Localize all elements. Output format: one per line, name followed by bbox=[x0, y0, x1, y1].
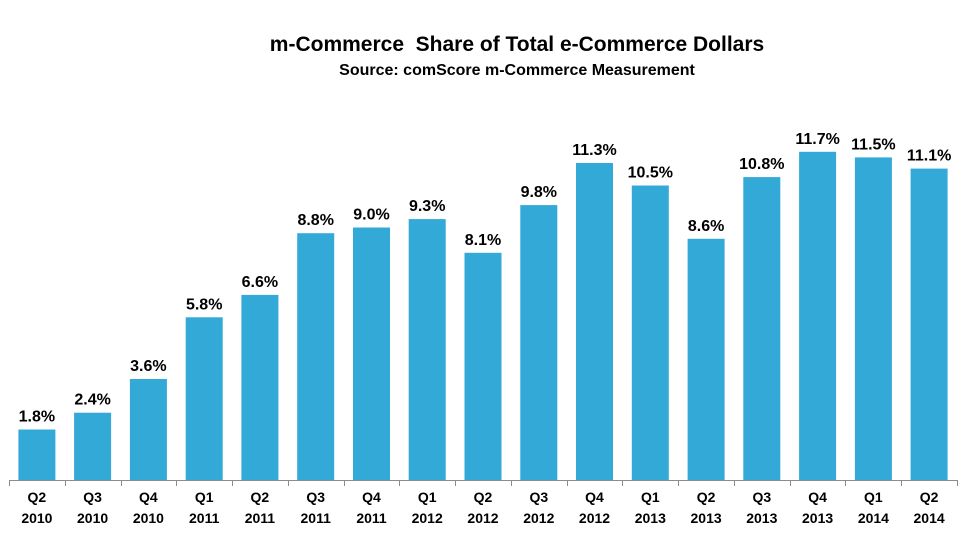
data-labels-layer: 1.8% 2.4% 3.6% 5.8% 6.6% 8.8% 9.0% 9.3% 8.1% 9.8%… bbox=[19, 131, 952, 426]
x-tick-label-year: 2014 bbox=[858, 510, 889, 526]
x-tick-label-quarter: Q2 bbox=[697, 489, 716, 505]
chart-title: m-Commerce Share of Total e-Commerce Dol… bbox=[270, 33, 764, 56]
bar-data-label: 11.1% bbox=[907, 148, 951, 165]
bar-data-label: 2.4% bbox=[74, 392, 110, 409]
x-tick-label-year: 2011 bbox=[356, 510, 387, 526]
x-tick-label-quarter: Q1 bbox=[641, 489, 660, 505]
bar bbox=[129, 379, 167, 480]
bar bbox=[576, 163, 613, 480]
x-tick-label-year: 2012 bbox=[523, 510, 554, 526]
bar-data-label: 8.8% bbox=[297, 212, 333, 229]
bar bbox=[185, 317, 223, 480]
x-tick-label-quarter: Q2 bbox=[920, 489, 939, 505]
x-tick-label-quarter: Q3 bbox=[752, 489, 771, 505]
x-tick-label-quarter: Q4 bbox=[139, 489, 158, 505]
x-tick-label-year: 2013 bbox=[691, 510, 722, 526]
x-tick-label-quarter: Q1 bbox=[864, 489, 883, 505]
x-tick-label-year: 2011 bbox=[245, 510, 276, 526]
bar-data-label: 11.5% bbox=[851, 136, 895, 153]
bar-data-label: 10.5% bbox=[628, 165, 673, 182]
bar-data-label: 1.8% bbox=[19, 409, 55, 426]
x-tick-label-quarter: Q3 bbox=[306, 489, 325, 505]
x-tick-label-year: 2012 bbox=[412, 510, 443, 526]
bar-data-label: 9.3% bbox=[409, 198, 445, 215]
bar bbox=[353, 227, 390, 480]
x-axis: Q2 2010 Q3 2010 Q4 2010 Q1 2011 Q2 2011 Q3 2011 Q4 20… bbox=[9, 480, 958, 526]
x-tick-label-year: 2013 bbox=[802, 510, 833, 526]
bar bbox=[743, 177, 781, 480]
x-tick-label-quarter: Q2 bbox=[474, 489, 493, 505]
x-tick-label-quarter: Q1 bbox=[195, 489, 214, 505]
x-tick-label-year: 2010 bbox=[77, 510, 108, 526]
bar-data-label: 5.8% bbox=[186, 296, 222, 313]
x-tick-label-quarter: Q4 bbox=[362, 489, 381, 505]
bar bbox=[74, 412, 112, 480]
bar bbox=[687, 238, 725, 480]
bar bbox=[241, 294, 279, 480]
bar bbox=[520, 205, 558, 480]
bar-data-label: 9.0% bbox=[353, 207, 389, 224]
bar-data-label: 6.6% bbox=[242, 274, 278, 291]
bar-data-label: 8.6% bbox=[688, 218, 724, 235]
bar bbox=[910, 168, 948, 480]
bar-data-label: 8.1% bbox=[465, 232, 501, 249]
x-tick-label-year: 2011 bbox=[301, 510, 332, 526]
x-tick-label-year: 2014 bbox=[914, 510, 945, 526]
bar bbox=[297, 233, 335, 480]
x-tick-label-year: 2010 bbox=[133, 510, 164, 526]
x-tick-label-quarter: Q3 bbox=[529, 489, 548, 505]
x-tick-label-year: 2012 bbox=[467, 510, 498, 526]
x-tick-label-year: 2012 bbox=[579, 510, 610, 526]
x-tick-label-quarter: Q4 bbox=[808, 489, 827, 505]
bar-data-label: 9.8% bbox=[521, 184, 557, 201]
x-tick-label-quarter: Q2 bbox=[251, 489, 270, 505]
bar bbox=[854, 157, 892, 480]
bar-data-label: 10.8% bbox=[739, 156, 784, 173]
bar bbox=[799, 151, 837, 481]
bar-data-label: 11.7% bbox=[795, 131, 839, 148]
chart-subtitle: Source: comScore m-Commerce Measurement bbox=[339, 62, 695, 79]
bar-data-label: 11.3% bbox=[572, 142, 616, 159]
x-tick-label-year: 2011 bbox=[189, 510, 220, 526]
bar-data-label: 3.6% bbox=[130, 358, 166, 375]
x-tick-label-quarter: Q1 bbox=[418, 489, 437, 505]
bar bbox=[631, 185, 669, 480]
bar bbox=[18, 429, 56, 480]
bar bbox=[464, 252, 502, 480]
x-tick-label-year: 2013 bbox=[746, 510, 777, 526]
x-tick-label-year: 2013 bbox=[635, 510, 666, 526]
x-tick-label-quarter: Q2 bbox=[28, 489, 47, 505]
bars-layer bbox=[18, 151, 948, 481]
x-tick-label-year: 2010 bbox=[21, 510, 52, 526]
bar bbox=[408, 219, 446, 480]
x-tick-label-quarter: Q4 bbox=[585, 489, 604, 505]
x-tick-label-quarter: Q3 bbox=[83, 489, 102, 505]
